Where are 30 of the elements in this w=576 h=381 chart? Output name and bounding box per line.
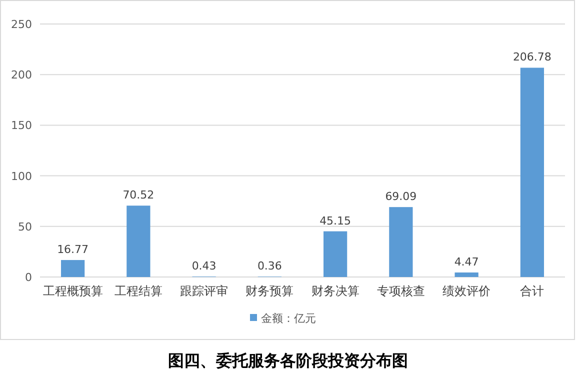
text: 图四、委托服务各阶段投资分布图 <box>168 351 408 370</box>
bar <box>61 260 85 277</box>
data-label: 16.77 <box>57 243 89 256</box>
data-label: 0.36 <box>257 260 282 273</box>
data-label: 69.09 <box>385 190 417 204</box>
data-label: 70.52 <box>122 188 154 202</box>
x-tick-label: 财务预算 <box>246 284 294 298</box>
bar <box>520 68 544 277</box>
y-tick-label: 250 <box>11 18 32 31</box>
y-tick-label: 0 <box>25 271 32 284</box>
y-tick-label: 200 <box>11 68 32 82</box>
data-label: 4.47 <box>454 255 479 268</box>
x-tick-label: 专项核查 <box>376 284 425 298</box>
y-tick-label: 100 <box>11 170 32 183</box>
data-label: 45.15 <box>320 214 352 228</box>
x-tick-label: 工程概预算 <box>42 284 103 298</box>
data-label: 206.78 <box>512 50 552 64</box>
data-label: 0.43 <box>192 260 216 273</box>
y-tick-label: 150 <box>11 119 32 132</box>
x-tick-label: 跟踪评审 <box>180 284 228 298</box>
y-tick-label: 50 <box>18 220 32 234</box>
legend-label: 金额：亿元 <box>261 312 316 325</box>
x-tick-label: 工程结算 <box>114 284 162 298</box>
x-tick-label: 绩效评价 <box>442 284 491 298</box>
x-tick-label: 财务决算 <box>311 284 360 298</box>
x-tick-label: 合计 <box>520 284 544 298</box>
bar <box>324 231 348 277</box>
bar <box>126 206 150 277</box>
bar <box>389 207 413 277</box>
bar <box>454 272 478 277</box>
